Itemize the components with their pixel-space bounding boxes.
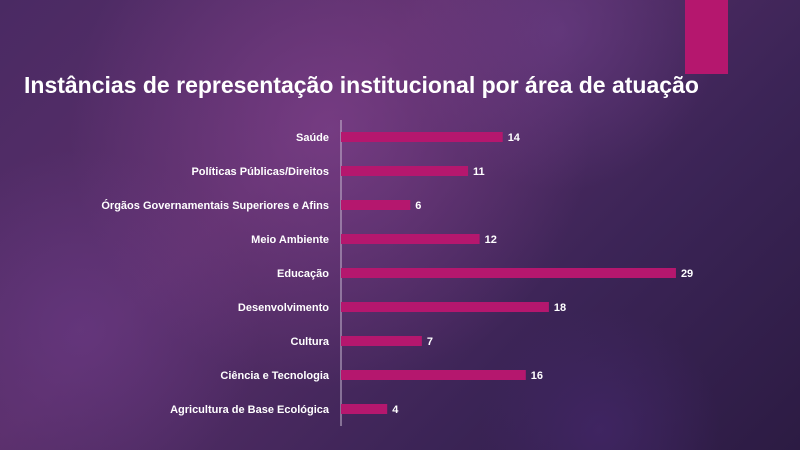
bar [341, 132, 503, 142]
value-label: 7 [427, 336, 433, 348]
value-label: 11 [473, 166, 485, 178]
bar [341, 234, 480, 244]
value-label: 16 [531, 370, 543, 382]
value-label: 12 [485, 234, 497, 246]
category-label: Meio Ambiente [251, 234, 329, 246]
category-label: Políticas Públicas/Direitos [191, 166, 329, 178]
category-label: Desenvolvimento [238, 302, 329, 314]
value-label: 18 [554, 302, 566, 314]
accent-bar [685, 0, 728, 74]
value-label: 6 [415, 200, 421, 212]
category-label: Educação [277, 268, 329, 280]
bar [341, 200, 411, 210]
value-label: 4 [392, 404, 399, 416]
category-label: Órgãos Governamentais Superiores e Afins [101, 199, 329, 212]
value-label: 29 [681, 268, 693, 280]
category-label: Saúde [296, 132, 329, 144]
category-label: Cultura [291, 336, 330, 348]
bar [341, 370, 526, 380]
category-label: Agricultura de Base Ecológica [170, 404, 330, 416]
bar [341, 336, 422, 346]
category-label: Ciência e Tecnologia [220, 370, 329, 382]
bar [341, 268, 676, 278]
chart-title: Instâncias de representação instituciona… [24, 72, 699, 98]
value-label: 14 [508, 132, 521, 144]
bar [341, 166, 469, 176]
bar [341, 302, 549, 312]
bar [341, 404, 388, 414]
